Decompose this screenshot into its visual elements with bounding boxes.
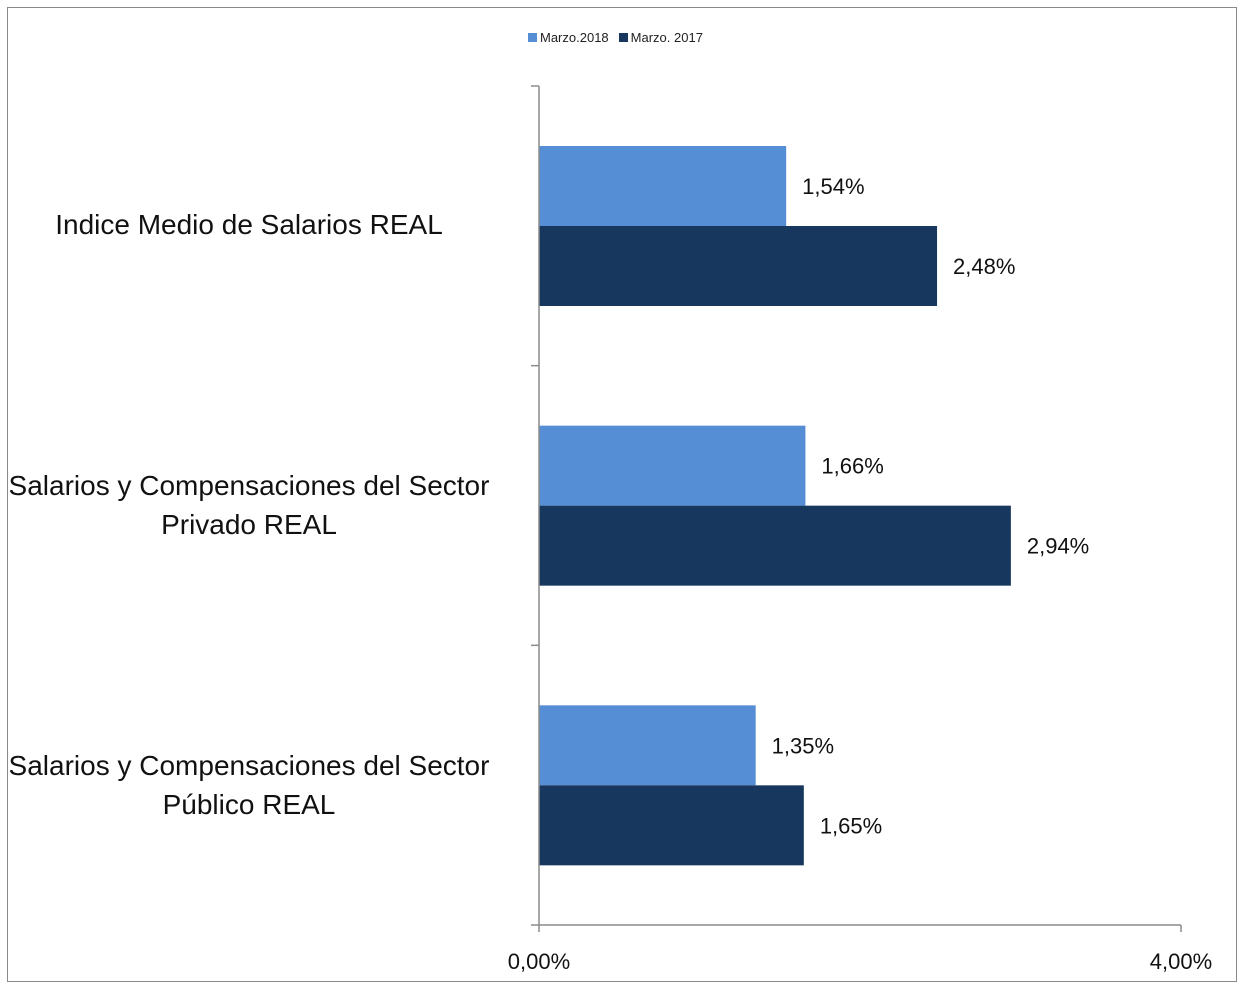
legend-item-series-2: Marzo. 2017 xyxy=(618,30,703,45)
data-label-2-series-1: 1,66% xyxy=(821,454,883,479)
x-tick-label-1: 0,00% xyxy=(508,949,570,974)
legend-label-series-2: Marzo. 2017 xyxy=(630,30,703,45)
bar-3-series-2 xyxy=(539,785,804,866)
category-label-3-line-2: Público REAL xyxy=(162,789,336,820)
x-tick-label-2: 4,00% xyxy=(1150,949,1212,974)
data-label-1-series-2: 2,48% xyxy=(953,254,1015,279)
data-label-2-series-2: 2,94% xyxy=(1027,534,1089,559)
category-label-2-line-1: Salarios y Compensaciones del Sector xyxy=(8,470,490,501)
legend-swatch-series-2 xyxy=(618,33,628,42)
bar-3-series-1 xyxy=(539,705,756,786)
bar-1-series-1 xyxy=(539,146,787,226)
legend-label-series-1: Marzo.2018 xyxy=(540,30,609,45)
legend-item-series-1: Marzo.2018 xyxy=(528,30,609,45)
data-label-1-series-1: 1,54% xyxy=(802,174,864,199)
legend-swatch-series-1 xyxy=(528,33,537,42)
bar-2-series-2 xyxy=(539,505,1011,586)
data-label-3-series-1: 1,35% xyxy=(772,733,834,758)
category-label-3-line-1: Salarios y Compensaciones del Sector xyxy=(8,750,490,781)
bar-1-series-2 xyxy=(539,226,938,306)
category-label-3: Salarios y Compensaciones del Sector Púb… xyxy=(0,746,509,824)
legend: Marzo.2018 Marzo. 2017 xyxy=(528,30,713,45)
category-label-2-line-2: Privado REAL xyxy=(161,509,337,540)
bar-2-series-1 xyxy=(539,425,806,506)
category-label-2: Salarios y Compensaciones del Sector Pri… xyxy=(0,466,509,544)
category-label-1: Indice Medio de Salarios REAL xyxy=(0,205,509,244)
category-label-1-line-1: Indice Medio de Salarios REAL xyxy=(55,209,443,240)
data-label-3-series-2: 1,65% xyxy=(820,813,882,838)
